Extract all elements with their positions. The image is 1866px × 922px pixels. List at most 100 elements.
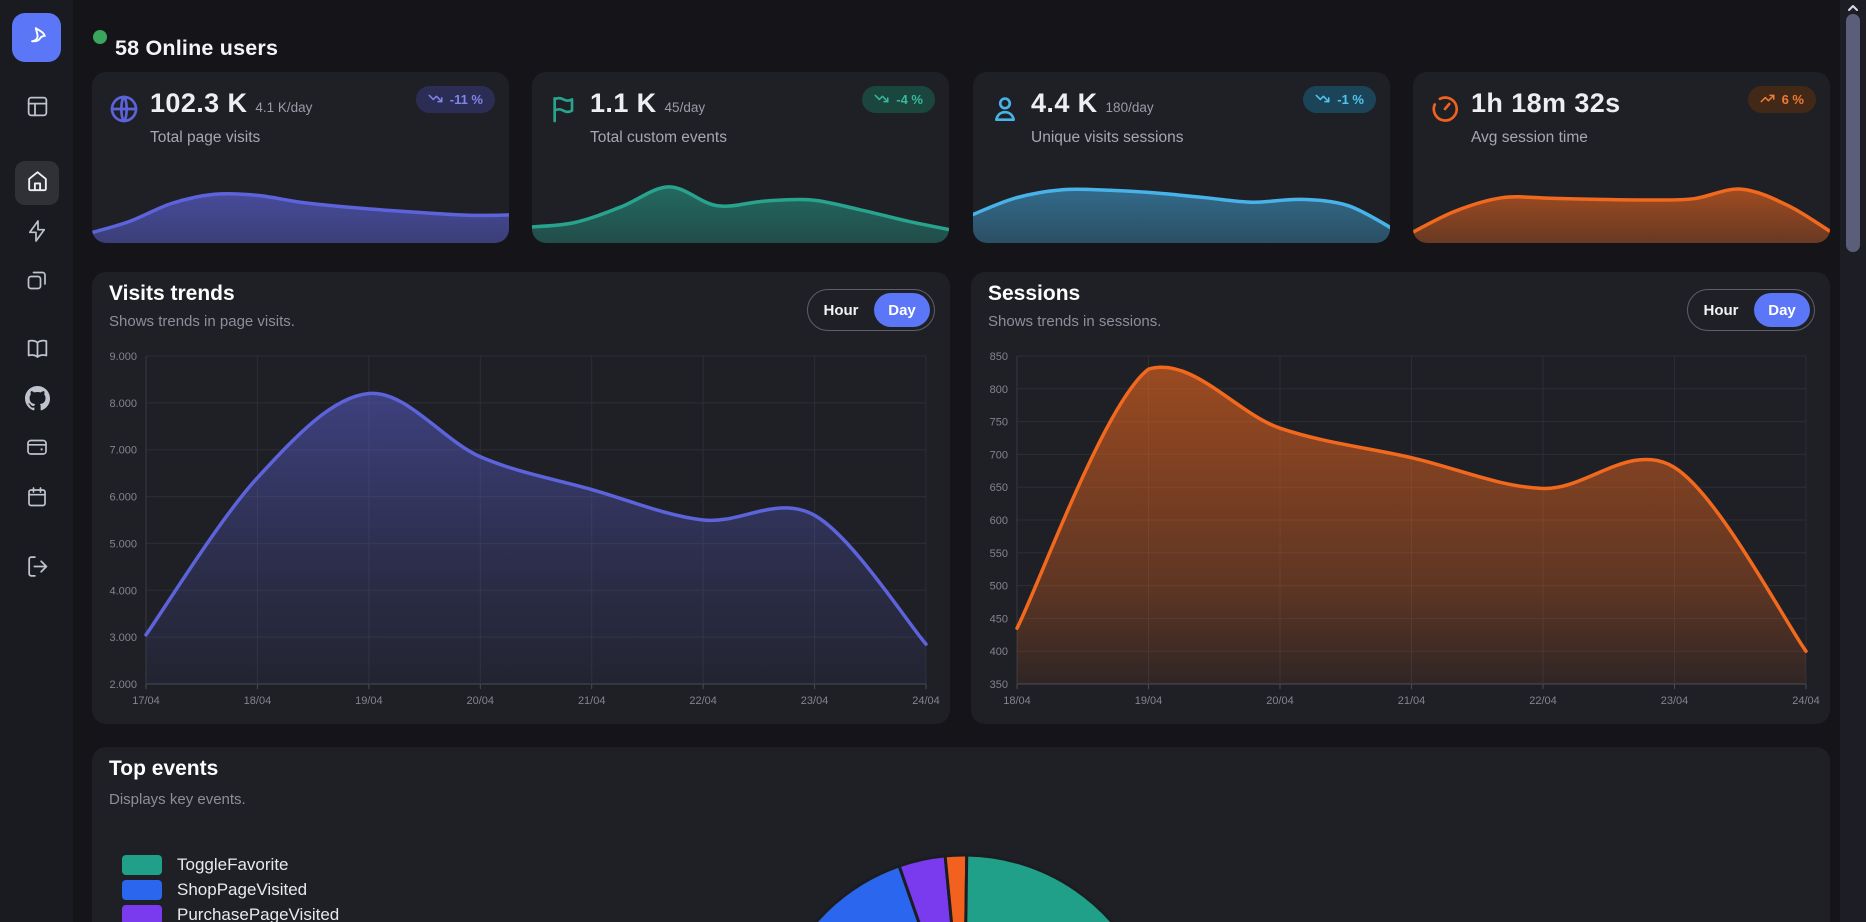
top-events-card: Top events Displays key events. ToggleFa…: [92, 747, 1830, 922]
svg-text:4.000: 4.000: [109, 585, 137, 597]
svg-text:8.000: 8.000: [109, 398, 137, 410]
toggle-option-day[interactable]: Day: [1754, 293, 1810, 327]
svg-text:19/04: 19/04: [355, 695, 383, 707]
badge-text: -1 %: [1337, 92, 1364, 107]
svg-text:23/04: 23/04: [801, 695, 829, 707]
visits-interval-toggle: Hour Day: [807, 289, 935, 331]
copy-icon: [25, 268, 49, 297]
user-icon: [989, 93, 1021, 125]
badge-text: 6 %: [1781, 92, 1804, 107]
svg-text:18/04: 18/04: [244, 695, 272, 707]
trending-down-icon: [428, 91, 443, 109]
github-icon: [24, 386, 50, 416]
chart-title: Sessions: [988, 282, 1081, 305]
legend-item[interactable]: ShopPageVisited: [122, 880, 339, 900]
sidebar-item-pages[interactable]: [15, 260, 59, 304]
sidebar-item-calendar[interactable]: [15, 477, 59, 521]
stat-per-day: 4.1 K/day: [255, 100, 313, 115]
sidebar: [0, 0, 73, 922]
trend-badge: -1 %: [1303, 86, 1376, 113]
trend-badge: 6 %: [1747, 86, 1816, 113]
stat-card-unique-visits-sessions: 4.4 K 180/day Unique visits sessions -1 …: [973, 72, 1390, 243]
trend-badge: -11 %: [415, 86, 495, 113]
svg-text:21/04: 21/04: [578, 695, 606, 707]
svg-text:450: 450: [990, 613, 1008, 625]
svg-text:5.000: 5.000: [109, 538, 137, 550]
stat-per-day: 45/day: [664, 100, 706, 115]
sidebar-item-home[interactable]: [15, 161, 59, 205]
toggle-option-hour[interactable]: Hour: [1703, 301, 1739, 319]
legend-item[interactable]: PurchasePageVisited: [122, 905, 339, 922]
trending-down-icon: [1315, 91, 1330, 109]
badge-text: -11 %: [449, 92, 483, 107]
online-status-dot: [93, 30, 107, 44]
chart-subtitle: Shows trends in page visits.: [109, 313, 295, 330]
svg-text:600: 600: [990, 515, 1008, 527]
trend-badge: -4 %: [862, 86, 935, 113]
stat-value: 1.1 K: [590, 88, 657, 118]
stat-value: 4.4 K: [1031, 88, 1098, 118]
stat-value: 1h 18m 32s: [1471, 88, 1621, 118]
legend-swatch: [122, 855, 162, 875]
zap-icon: [25, 219, 49, 248]
stat-label: Total page visits: [150, 129, 261, 146]
home-icon: [25, 168, 50, 198]
svg-text:2.000: 2.000: [109, 679, 137, 691]
sidebar-item-docs[interactable]: [15, 329, 59, 373]
top-events-subtitle: Displays key events.: [109, 791, 246, 808]
legend-label: ToggleFavorite: [177, 855, 289, 874]
svg-text:20/04: 20/04: [467, 695, 495, 707]
app-logo[interactable]: [12, 13, 61, 62]
logo-icon: [22, 20, 52, 55]
svg-text:22/04: 22/04: [689, 695, 717, 707]
stat-card-total-page-visits: 102.3 K 4.1 K/day Total page visits -11 …: [92, 72, 509, 243]
sidebar-item-billing[interactable]: [15, 427, 59, 471]
trending-up-icon: [1760, 91, 1775, 109]
svg-text:17/04: 17/04: [132, 695, 160, 707]
wallet-icon: [25, 435, 49, 464]
scrollbar-thumb[interactable]: [1846, 14, 1860, 252]
toggle-option-hour[interactable]: Hour: [823, 301, 859, 319]
svg-text:800: 800: [990, 384, 1008, 396]
online-users-count: 58 Online users: [115, 36, 279, 61]
book-open-icon: [25, 336, 50, 366]
svg-text:19/04: 19/04: [1135, 695, 1163, 707]
stat-per-day: 180/day: [1105, 100, 1154, 115]
svg-text:9.000: 9.000: [109, 351, 137, 363]
sessions-chart: 850 800 750 700 650 600 550 500 450 400 350 18/04 19…: [981, 346, 1820, 714]
stat-value-row: 4.4 K 180/day: [1031, 88, 1154, 119]
svg-text:24/04: 24/04: [1792, 695, 1820, 707]
sparkline-total-page-visits: [92, 180, 509, 243]
svg-text:650: 650: [990, 482, 1008, 494]
svg-text:3.000: 3.000: [109, 632, 137, 644]
logout-icon: [25, 554, 50, 584]
sparkline-total-custom-events: [532, 180, 949, 243]
sessions-interval-toggle: Hour Day: [1687, 289, 1815, 331]
toggle-option-day[interactable]: Day: [874, 293, 930, 327]
sidebar-item-events[interactable]: [15, 211, 59, 255]
vertical-scrollbar[interactable]: [1840, 0, 1866, 922]
svg-text:23/04: 23/04: [1661, 695, 1689, 707]
scrollbar-up-arrow-icon[interactable]: [1846, 1, 1860, 13]
top-events-title: Top events: [109, 757, 219, 780]
sparkline-avg-session-time: [1413, 180, 1830, 243]
stat-card-avg-session-time: 1h 18m 32s Avg session time 6 %: [1413, 72, 1830, 243]
stat-value: 102.3 K: [150, 88, 248, 118]
sessions-card: Sessions Shows trends in sessions. Hour …: [971, 272, 1830, 724]
chart-title: Visits trends: [109, 282, 235, 305]
sidebar-item-dashboard[interactable]: [15, 87, 59, 131]
legend-item[interactable]: ToggleFavorite: [122, 855, 339, 875]
sidebar-item-logout[interactable]: [15, 547, 59, 591]
top-events-legend: ToggleFavorite ShopPageVisited PurchaseP…: [122, 855, 339, 922]
stat-label: Unique visits sessions: [1031, 129, 1184, 146]
sidebar-item-github[interactable]: [15, 379, 59, 423]
svg-text:18/04: 18/04: [1003, 695, 1031, 707]
stat-value-row: 102.3 K 4.1 K/day: [150, 88, 312, 119]
svg-text:21/04: 21/04: [1398, 695, 1426, 707]
trending-down-icon: [874, 91, 889, 109]
svg-text:24/04: 24/04: [912, 695, 940, 707]
top-events-pie-chart: [764, 852, 1164, 922]
badge-text: -4 %: [896, 92, 923, 107]
svg-text:22/04: 22/04: [1529, 695, 1557, 707]
sparkline-unique-visits-sessions: [973, 180, 1390, 243]
